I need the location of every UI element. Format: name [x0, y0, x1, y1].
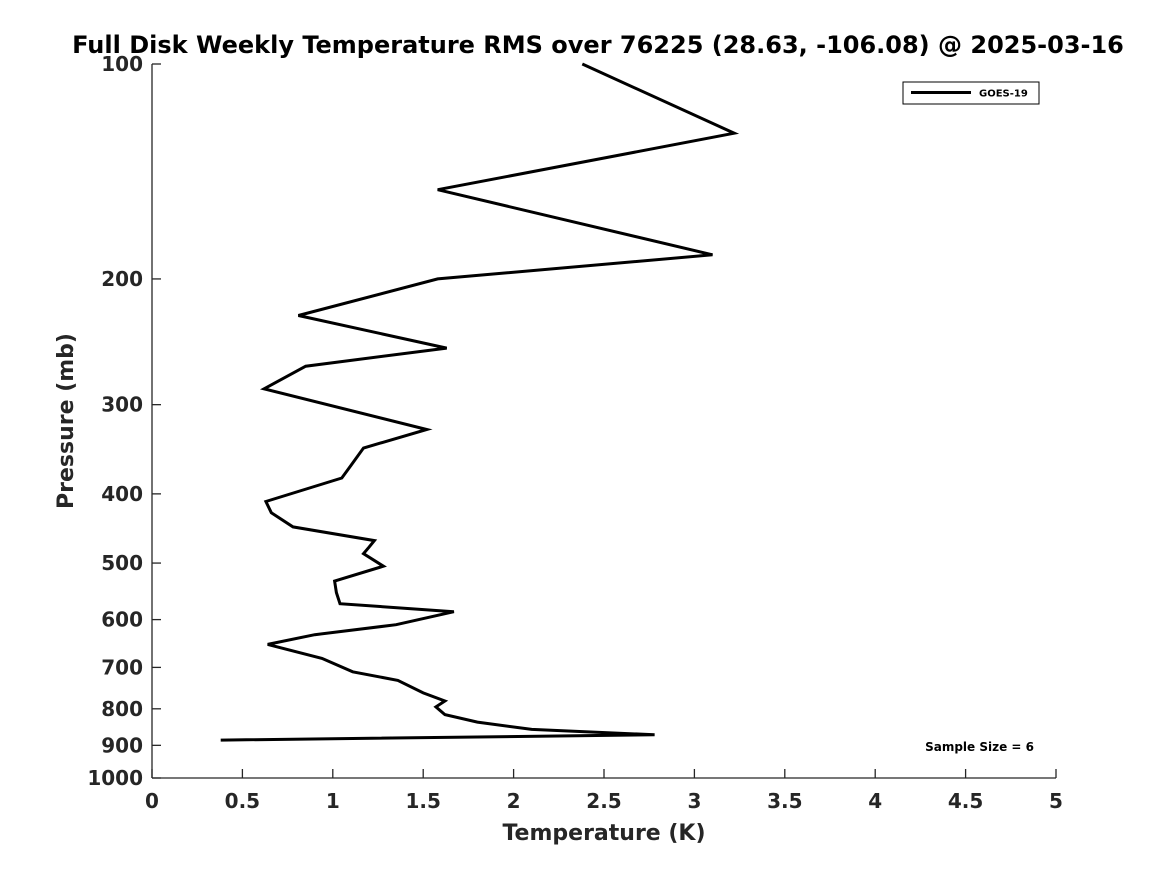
x-tick-label: 1.5	[405, 789, 440, 813]
y-tick-label: 200	[101, 267, 143, 291]
x-tick-label: 4	[868, 789, 882, 813]
y-tick-label: 300	[101, 393, 143, 417]
x-tick-label: 0	[145, 789, 159, 813]
y-axis-label: Pressure (mb)	[54, 333, 79, 509]
legend: GOES-19	[902, 81, 1040, 105]
legend-label-goes-19: GOES-19	[979, 89, 1028, 100]
x-tick-label: 3	[687, 789, 701, 813]
y-tick-label: 100	[101, 52, 143, 76]
y-tick-label: 1000	[87, 766, 143, 790]
x-tick-label: 4.5	[948, 789, 983, 813]
y-tick-label: 800	[101, 697, 143, 721]
y-tick-label: 600	[101, 608, 143, 632]
x-tick-label: 2.5	[586, 789, 621, 813]
x-tick-label: 1	[326, 789, 340, 813]
plot-axes	[151, 64, 1056, 779]
sample-size-annotation: Sample Size = 6	[925, 740, 1034, 754]
y-tick-label: 900	[101, 733, 143, 757]
x-tick-label: 2	[507, 789, 521, 813]
x-tick-label: 3.5	[767, 789, 802, 813]
y-tick-label: 500	[101, 551, 143, 575]
y-tick-label: 400	[101, 482, 143, 506]
x-tick-label: 0.5	[225, 789, 260, 813]
series-lines	[220, 62, 740, 742]
x-tick-label: 5	[1049, 789, 1063, 813]
y-tick-label: 700	[101, 655, 143, 679]
series-line-goes-19	[220, 62, 740, 742]
y-axis-ticks: 100 200 300 400 500 600 700 800 900 1000	[87, 52, 161, 790]
x-axis-label: Temperature (K)	[502, 821, 705, 846]
chart-title: Full Disk Weekly Temperature RMS over 76…	[72, 31, 1124, 59]
x-axis-ticks: 0 0.5 1 1.5 2 2.5 3 3.5 4 4.5 5	[145, 769, 1063, 813]
